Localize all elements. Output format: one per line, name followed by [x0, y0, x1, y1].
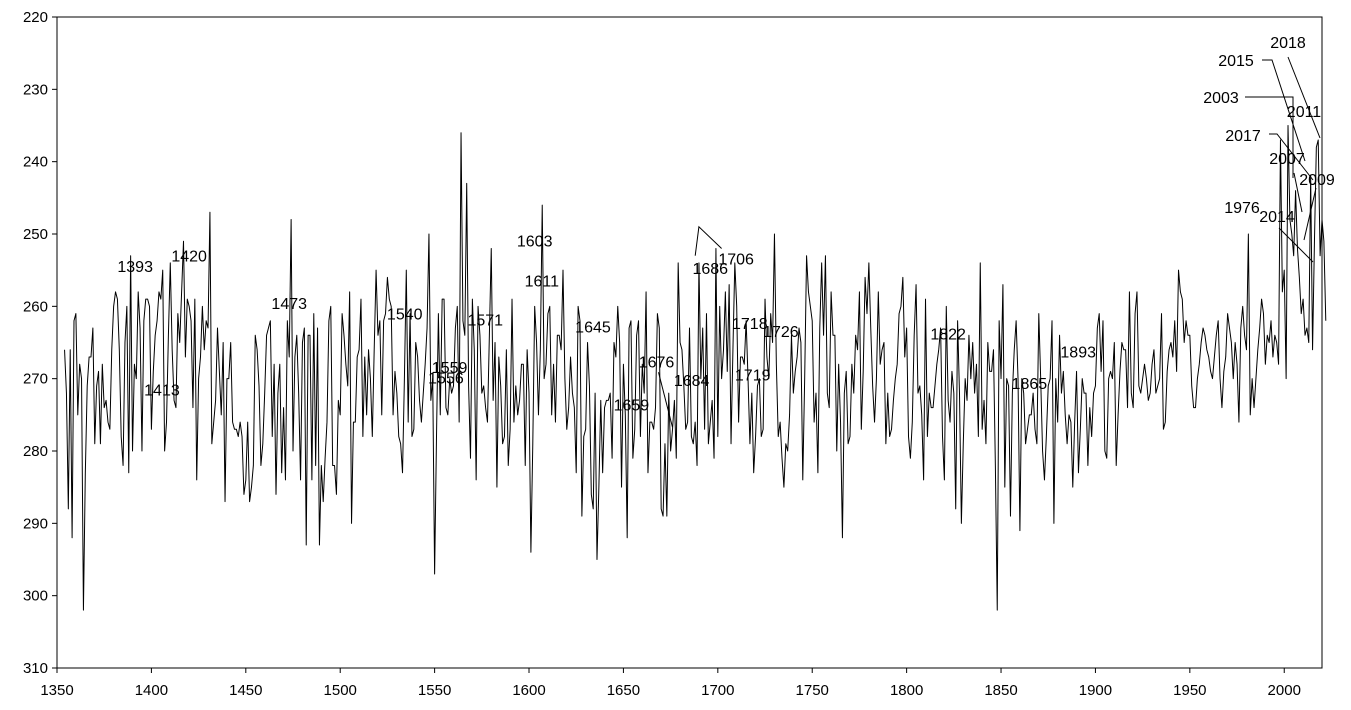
y-tick-label: 240 [23, 154, 48, 171]
annotation-label-1393: 1393 [117, 259, 153, 276]
annotation-label-1413: 1413 [144, 383, 180, 400]
annotation-label-1719: 1719 [735, 368, 771, 385]
annotation-label-2018: 2018 [1270, 35, 1306, 52]
annotation-label-1706: 1706 [718, 252, 754, 269]
annotation-leader-2018 [1287, 56, 1321, 139]
y-tick-label: 290 [23, 515, 48, 532]
annotation-leader-2003 [1245, 96, 1294, 178]
annotation-label-2011: 2011 [1287, 104, 1322, 121]
annotation-label-1603: 1603 [517, 233, 553, 250]
y-tick-label: 270 [23, 371, 48, 388]
annotation-label-1540: 1540 [387, 307, 423, 324]
x-tick-label: 1950 [1173, 682, 1206, 699]
annotation-label-1556: 1556 [428, 371, 464, 388]
x-tick-label: 1750 [796, 682, 829, 699]
annotation-label-2014: 2014 [1259, 209, 1295, 226]
annotation-leader-2014 [1278, 227, 1314, 263]
annotation-leader-2007 [1293, 172, 1303, 213]
y-tick-label: 220 [23, 9, 48, 26]
x-tick-label: 1350 [40, 682, 73, 699]
annotation-label-1645: 1645 [575, 320, 611, 337]
annotation-label-1676: 1676 [639, 354, 675, 371]
annotation-label-2015: 2015 [1218, 53, 1254, 70]
annotation-label-1865: 1865 [1012, 376, 1048, 393]
plot-frame [56, 16, 1323, 669]
y-tick-label: 280 [23, 443, 48, 460]
annotation-label-1718: 1718 [732, 316, 768, 333]
annotation-label-1659: 1659 [614, 398, 650, 415]
x-tick-label: 1900 [1079, 682, 1112, 699]
x-tick-label: 2000 [1268, 682, 1301, 699]
annotation-leader-2015 [1262, 59, 1306, 162]
annotation-label-2009: 2009 [1299, 172, 1335, 189]
annotation-leader-2009 [1303, 187, 1317, 241]
annotation-label-1726: 1726 [763, 324, 799, 341]
annotation-label-1976: 1976 [1224, 200, 1260, 217]
x-tick-label: 1500 [324, 682, 357, 699]
annotation-label-1420: 1420 [171, 248, 207, 265]
x-tick-label: 1450 [229, 682, 262, 699]
x-tick-label: 1650 [607, 682, 640, 699]
annotation-label-2017: 2017 [1225, 128, 1261, 145]
x-axis: 1350 1400 1450 1500 1550 1600 1650 1700 1750 1800… [40, 668, 1301, 699]
annotation-leader-2017 [1269, 133, 1314, 181]
y-tick-label: 260 [23, 298, 48, 315]
x-tick-label: 1600 [512, 682, 545, 699]
y-tick-label: 250 [23, 226, 48, 243]
x-tick-label: 1700 [701, 682, 734, 699]
x-tick-label: 1550 [418, 682, 451, 699]
x-tick-label: 1850 [984, 682, 1017, 699]
x-tick-label: 1800 [890, 682, 923, 699]
series-line-0 [64, 125, 1327, 611]
y-axis: 220 230 240 250 260 270 280 290 300 310 [23, 9, 57, 677]
annotation-label-1822: 1822 [930, 326, 966, 343]
annotation-label-1686: 1686 [692, 261, 728, 278]
annotation-label-1559: 1559 [432, 360, 468, 377]
annotation-label-1611: 1611 [525, 273, 560, 290]
annotation-label-2003: 2003 [1203, 90, 1239, 107]
annotation-label-1473: 1473 [271, 296, 307, 313]
annotation-leader-1686 [694, 225, 722, 256]
x-tick-label: 1400 [135, 682, 168, 699]
annotation-label-1571: 1571 [467, 313, 503, 330]
annotation-leader-1676 [658, 372, 673, 428]
annotation-label-1684: 1684 [674, 373, 710, 390]
plot-border [56, 16, 1323, 669]
y-tick-label: 300 [23, 588, 48, 605]
y-tick-label: 310 [23, 660, 48, 677]
annotation-label-1893: 1893 [1060, 345, 1096, 362]
y-tick-label: 230 [23, 81, 48, 98]
series-group [64, 125, 1327, 611]
annotation-label-2007: 2007 [1269, 151, 1305, 168]
